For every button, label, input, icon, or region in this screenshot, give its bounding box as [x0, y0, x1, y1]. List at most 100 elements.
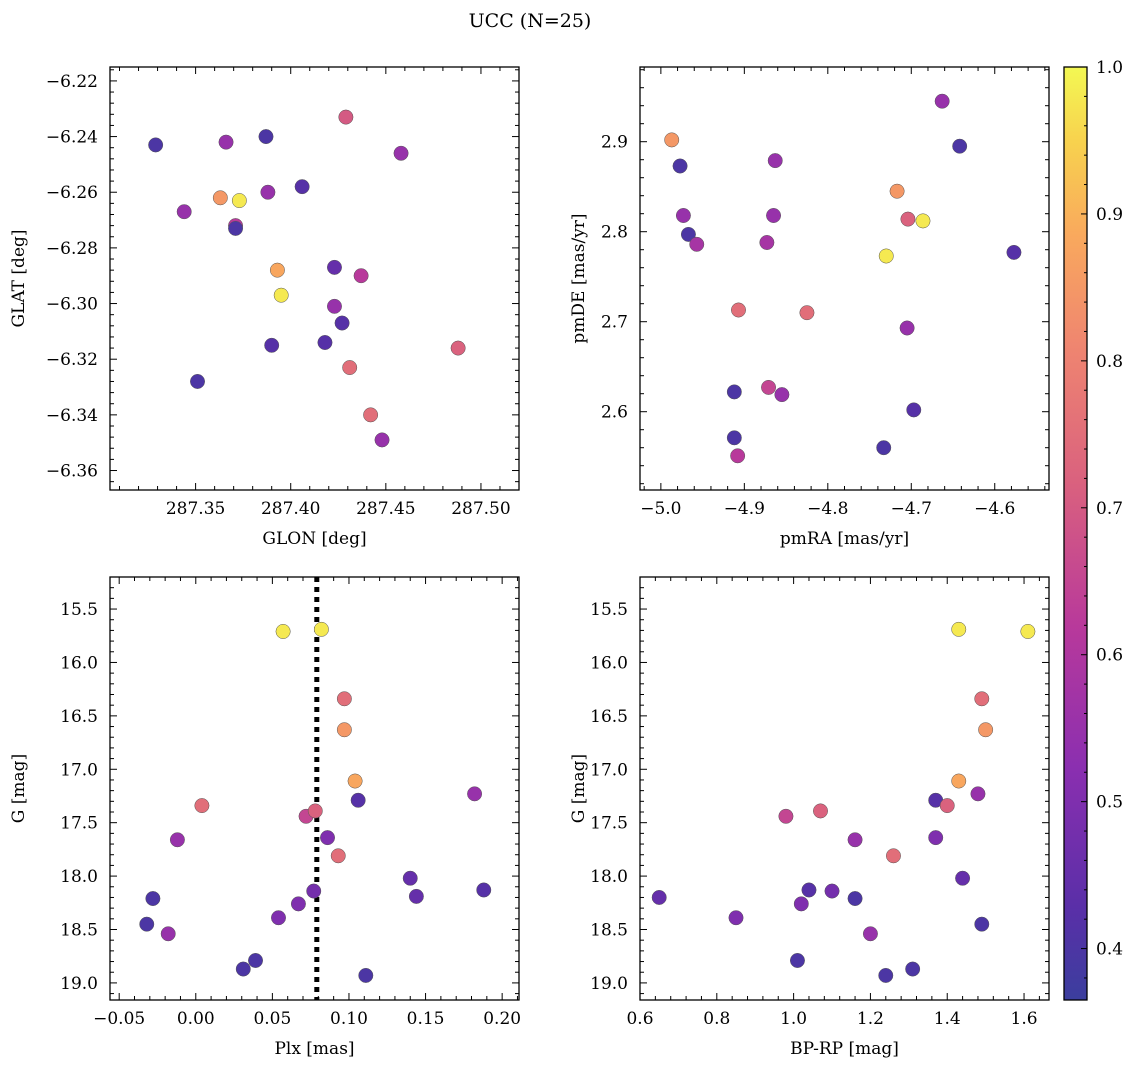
- data-point: [767, 153, 783, 169]
- data-point: [774, 387, 790, 403]
- data-point: [778, 808, 794, 824]
- data-point: [730, 448, 746, 464]
- data-point: [680, 226, 696, 242]
- data-point: [231, 193, 247, 209]
- data-point: [320, 830, 335, 846]
- data-point: [176, 204, 192, 220]
- x-axis-label: pmRA [mas/yr]: [780, 529, 909, 549]
- x-tick-label: 1.2: [857, 1009, 884, 1029]
- data-point: [759, 235, 775, 250]
- y-axis-label: G [mag]: [569, 754, 589, 823]
- data-point: [169, 832, 185, 848]
- data-point: [951, 773, 967, 789]
- x-tick-label: 1.4: [934, 1009, 961, 1029]
- data-point: [271, 910, 286, 926]
- y-tick-label: 2.6: [601, 403, 628, 423]
- data-point: [847, 832, 863, 848]
- data-point: [675, 208, 691, 223]
- data-point: [761, 379, 776, 395]
- data-point: [813, 803, 828, 819]
- x-tick-label: −4.8: [807, 499, 848, 519]
- data-point: [728, 910, 744, 926]
- data-point: [664, 132, 680, 148]
- data-point: [358, 967, 374, 983]
- data-point: [915, 213, 931, 229]
- data-point: [374, 432, 390, 448]
- data-point: [905, 961, 921, 977]
- data-point: [726, 384, 742, 400]
- y-tick-label: −6.32: [46, 350, 98, 370]
- data-point: [353, 268, 369, 284]
- data-point: [978, 722, 994, 738]
- plot-frame: [639, 576, 1050, 1001]
- y-tick-label: 2.7: [601, 313, 628, 333]
- y-tick-label: −6.36: [46, 462, 98, 482]
- data-point: [899, 320, 915, 336]
- data-point: [194, 798, 210, 814]
- y-tick-label: −6.22: [46, 72, 98, 92]
- x-tick-label: 0.8: [703, 1009, 730, 1029]
- data-point: [290, 896, 306, 912]
- data-point: [363, 407, 379, 423]
- x-tick-label: −0.05: [93, 1009, 145, 1029]
- x-axis-label: GLON [deg]: [262, 529, 366, 549]
- data-point: [313, 621, 329, 637]
- x-tick-label: 0.6: [626, 1009, 653, 1029]
- y-tick-label: 18.5: [60, 921, 98, 941]
- data-point: [955, 870, 971, 886]
- data-point: [934, 93, 950, 109]
- data-point: [689, 236, 705, 252]
- data-point: [160, 926, 176, 942]
- data-point: [275, 624, 291, 639]
- x-tick-label: −4.9: [724, 499, 765, 519]
- y-tick-label: 18.5: [590, 921, 628, 941]
- data-point: [651, 890, 667, 905]
- y-axis-label: pmDE [mas/yr]: [569, 213, 589, 343]
- data-point: [402, 870, 418, 886]
- data-point: [307, 803, 323, 819]
- data-point: [273, 287, 289, 303]
- data-point: [1020, 624, 1036, 639]
- data-point: [974, 916, 990, 932]
- data-point: [139, 916, 155, 932]
- data-point: [190, 374, 205, 389]
- colorbar-tick-label: 0.9: [1096, 205, 1123, 225]
- data-point: [801, 882, 817, 898]
- data-point: [467, 786, 483, 802]
- data-point: [886, 848, 901, 864]
- data-point: [336, 691, 352, 707]
- data-point: [260, 184, 276, 200]
- y-tick-label: 18.0: [590, 867, 628, 887]
- data-point: [878, 248, 894, 264]
- data-point: [264, 337, 280, 353]
- x-tick-label: 1.0: [780, 1009, 807, 1029]
- data-point: [317, 335, 333, 350]
- data-point: [258, 129, 274, 145]
- data-point: [900, 211, 916, 227]
- x-tick-label: 287.40: [261, 499, 320, 519]
- data-point: [248, 953, 263, 968]
- panel-3: −0.05 0.00 0.05 0.10 0.15 0.20 15.5 16.0 16.5 17.…: [9, 576, 521, 1059]
- y-tick-label: 15.5: [590, 600, 628, 620]
- data-point: [878, 967, 894, 983]
- y-tick-label: 16.0: [590, 653, 628, 673]
- figure-title: UCC (N=25): [469, 10, 592, 32]
- y-tick-label: 2.8: [601, 223, 628, 243]
- plot-frame: [639, 66, 1050, 491]
- x-tick-label: 287.35: [166, 499, 225, 519]
- y-tick-label: −6.30: [46, 295, 98, 315]
- colorbar-tick-label: 1.0: [1096, 58, 1123, 78]
- data-point: [824, 883, 840, 899]
- data-point: [951, 621, 967, 637]
- y-tick-label: −6.34: [46, 406, 98, 426]
- data-point: [847, 891, 863, 906]
- data-point: [790, 953, 805, 968]
- data-point: [342, 360, 358, 376]
- x-axis-label: BP-RP [mag]: [790, 1039, 899, 1059]
- x-tick-label: −4.6: [974, 499, 1015, 519]
- y-tick-label: 16.5: [60, 707, 98, 727]
- x-axis-label: Plx [mas]: [274, 1039, 354, 1059]
- data-point: [336, 722, 352, 738]
- y-tick-label: 18.0: [60, 867, 98, 887]
